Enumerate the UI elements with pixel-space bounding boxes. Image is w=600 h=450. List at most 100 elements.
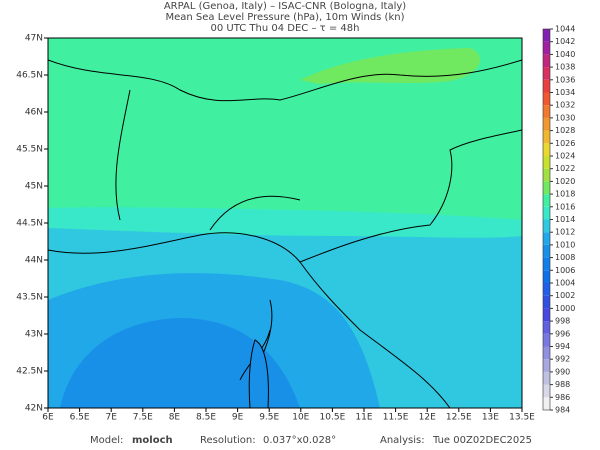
coastline xyxy=(48,59,522,408)
colorbar-segment xyxy=(543,206,550,220)
x-tick-label: 12.5E xyxy=(446,413,472,423)
y-tick-label: 43.5N xyxy=(16,293,43,303)
colorbar-label: 1006 xyxy=(555,266,575,275)
colorbar-label: 1016 xyxy=(555,202,575,211)
colorbar-segment xyxy=(543,181,550,195)
colorbar-label: 1002 xyxy=(555,291,575,300)
colorbar-segment xyxy=(543,105,550,118)
x-tick-label: 7E xyxy=(105,413,117,423)
y-tick-label: 42N xyxy=(25,404,43,414)
colorbar-segment xyxy=(543,359,550,372)
colorbar-segment xyxy=(543,308,550,322)
title-line: 00 UTC Thu 04 DEC – τ = 48h xyxy=(211,23,360,34)
colorbar-segment xyxy=(543,41,550,55)
x-tick-label: 9.5E xyxy=(259,413,279,423)
corsica xyxy=(248,339,269,408)
colorbar-segment xyxy=(543,270,550,283)
colorbar-label: 996 xyxy=(555,329,570,338)
colorbar-label: 1000 xyxy=(555,304,575,313)
y-tick-label: 46.5N xyxy=(16,71,43,81)
colorbar-segment xyxy=(543,29,550,42)
colorbar-segment xyxy=(543,257,550,271)
colorbar-segment xyxy=(543,295,550,309)
colorbar-label: 1008 xyxy=(555,253,575,262)
colorbar-label: 984 xyxy=(555,406,570,415)
x-tick-label: 8.5E xyxy=(196,413,216,423)
colorbar-segment xyxy=(543,283,550,296)
colorbar-segment xyxy=(543,371,550,385)
footer-value: Tue 00Z02DEC2025 xyxy=(432,435,532,446)
colorbar-segment xyxy=(543,67,550,80)
colorbar-segment xyxy=(543,346,550,360)
footer-value: moloch xyxy=(132,435,173,446)
x-tick-label: 7.5E xyxy=(133,413,153,423)
colorbar-label: 1014 xyxy=(555,215,575,224)
x-tick-label: 10.5E xyxy=(320,413,346,423)
footer-label: Resolution: xyxy=(200,435,256,446)
colorbar-label: 1026 xyxy=(555,139,575,148)
y-tick-label: 45.5N xyxy=(16,145,43,155)
colorbar-label: 1010 xyxy=(555,240,575,249)
colorbar-label: 988 xyxy=(555,380,570,389)
colorbar-segment xyxy=(543,156,550,169)
x-tick-label: 13E xyxy=(482,413,499,423)
title-line: ARPAL (Genoa, Italy) – ISAC-CNR (Bologna… xyxy=(164,1,406,12)
colorbar-segment xyxy=(543,384,550,398)
colorbar-label: 1022 xyxy=(555,164,575,173)
footer-value: 0.037°x0.028° xyxy=(263,435,336,446)
colorbar-label: 998 xyxy=(555,317,570,326)
footer-label: Model: xyxy=(90,435,123,446)
colorbar-label: 1042 xyxy=(555,37,575,46)
x-tick-label: 12E xyxy=(419,413,436,423)
y-tick-label: 43N xyxy=(25,330,43,340)
footer-label: Analysis: xyxy=(380,435,425,446)
colorbar-segment xyxy=(543,54,550,68)
colorbar-segment xyxy=(543,333,550,347)
map-field xyxy=(48,38,522,408)
colorbar-label: 1036 xyxy=(555,75,575,84)
colorbar-segment xyxy=(543,397,550,410)
colorbar-segment xyxy=(543,194,550,207)
colorbar-label: 1018 xyxy=(555,190,575,199)
colorbar-segment xyxy=(543,117,550,131)
colorbar-label: 994 xyxy=(555,342,570,351)
colorbar-segment xyxy=(543,130,550,144)
x-tick-label: 10E xyxy=(292,413,309,423)
y-tick-label: 44N xyxy=(25,256,43,266)
colorbar-label: 1040 xyxy=(555,50,575,59)
colorbar-label: 1020 xyxy=(555,177,575,186)
x-tick-label: 6.5E xyxy=(70,413,90,423)
colorbar-label: 1032 xyxy=(555,101,575,110)
colorbar-label: 992 xyxy=(555,355,570,364)
x-tick-label: 8E xyxy=(169,413,181,423)
colorbar-segment xyxy=(543,232,550,245)
x-tick-label: 9E xyxy=(232,413,244,423)
y-tick-label: 45N xyxy=(25,182,43,192)
x-tick-label: 11E xyxy=(355,413,372,423)
colorbar-segment xyxy=(543,143,550,156)
x-tick-label: 11.5E xyxy=(383,413,409,423)
colorbar-label: 1024 xyxy=(555,152,575,161)
colorbar-label: 1038 xyxy=(555,63,575,72)
colorbar-segment xyxy=(543,92,550,106)
colorbar-segment xyxy=(543,79,550,93)
colorbar-label: 990 xyxy=(555,367,570,376)
y-tick-label: 47N xyxy=(25,34,43,44)
y-tick-label: 42.5N xyxy=(16,367,43,377)
x-tick-label: 6E xyxy=(42,413,54,423)
colorbar-label: 1004 xyxy=(555,279,575,288)
pressure-1018 xyxy=(300,48,480,84)
colorbar-segment xyxy=(543,321,550,334)
pressure-1008 xyxy=(60,318,300,408)
colorbar-label: 986 xyxy=(555,393,570,402)
x-tick-label: 13.5E xyxy=(509,413,535,423)
colorbar-segment xyxy=(543,244,550,258)
colorbar-label: 1044 xyxy=(555,25,575,34)
colorbar-segment xyxy=(543,168,550,182)
colorbar-label: 1012 xyxy=(555,228,575,237)
title-line: Mean Sea Level Pressure (hPa), 10m Winds… xyxy=(166,12,405,23)
colorbar-label: 1028 xyxy=(555,126,575,135)
colorbar-label: 1034 xyxy=(555,88,575,97)
y-tick-label: 46N xyxy=(25,108,43,118)
